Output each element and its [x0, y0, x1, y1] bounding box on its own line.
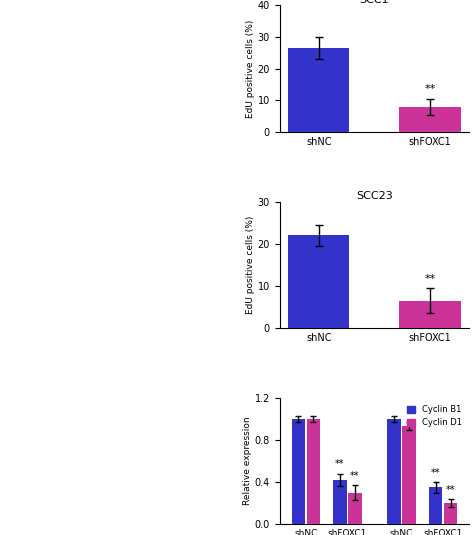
Text: **: **	[350, 471, 360, 481]
Bar	[348, 493, 362, 524]
Text: **: **	[446, 485, 456, 495]
Y-axis label: EdU positive cells (%): EdU positive cells (%)	[246, 216, 255, 314]
Y-axis label: Relative expression: Relative expression	[243, 417, 252, 506]
Bar	[400, 106, 461, 132]
Y-axis label: EdU positive cells (%): EdU positive cells (%)	[246, 19, 255, 118]
Text: **: **	[424, 84, 436, 94]
Title: SCC23: SCC23	[356, 191, 393, 201]
Title: SCC1: SCC1	[360, 0, 389, 5]
Legend: Cyclin B1, Cyclin D1: Cyclin B1, Cyclin D1	[403, 402, 465, 431]
Bar	[307, 419, 320, 524]
Bar	[288, 235, 349, 328]
Text: **: **	[335, 460, 345, 469]
Text: **: **	[431, 468, 440, 478]
Bar	[429, 487, 442, 524]
Bar	[444, 503, 457, 524]
Bar	[292, 419, 305, 524]
Bar	[288, 48, 349, 132]
Bar	[333, 480, 346, 524]
Text: **: **	[424, 274, 436, 284]
Bar	[400, 301, 461, 328]
Bar	[387, 419, 401, 524]
Bar	[402, 426, 416, 524]
